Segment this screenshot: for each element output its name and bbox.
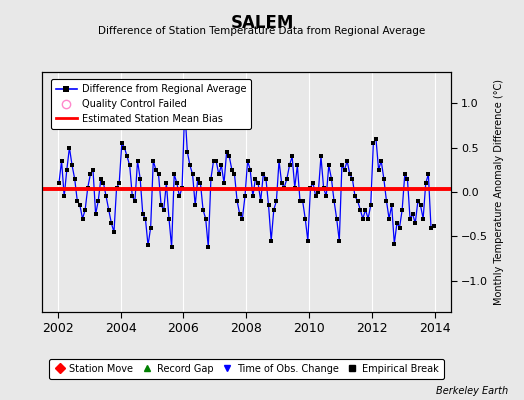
Text: SALEM: SALEM <box>231 14 293 32</box>
Y-axis label: Monthly Temperature Anomaly Difference (°C): Monthly Temperature Anomaly Difference (… <box>494 79 504 305</box>
Legend: Station Move, Record Gap, Time of Obs. Change, Empirical Break: Station Move, Record Gap, Time of Obs. C… <box>49 359 443 378</box>
Text: Difference of Station Temperature Data from Regional Average: Difference of Station Temperature Data f… <box>99 26 425 36</box>
Text: Berkeley Earth: Berkeley Earth <box>436 386 508 396</box>
